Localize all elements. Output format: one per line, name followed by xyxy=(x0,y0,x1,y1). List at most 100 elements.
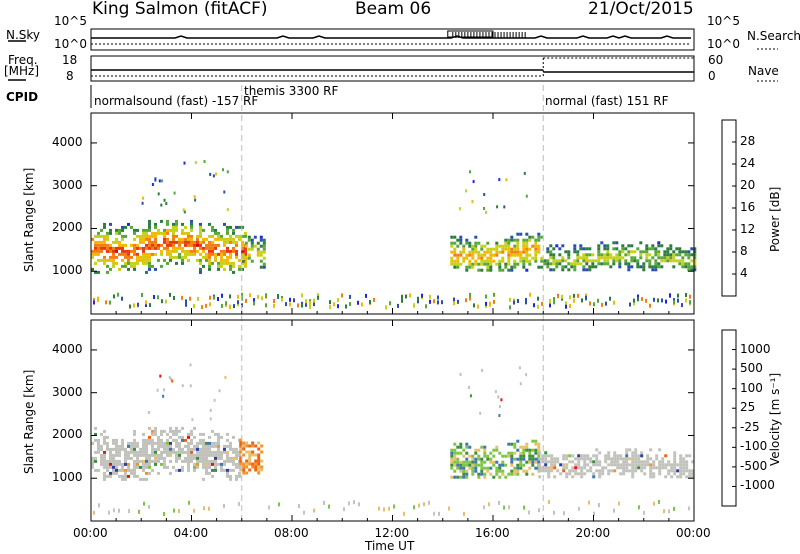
scatter-cell xyxy=(453,253,457,257)
scatter-cell xyxy=(127,456,130,460)
scatter-cell xyxy=(166,441,169,445)
scatter-cell xyxy=(471,256,475,260)
scatter-cell xyxy=(103,237,106,241)
scatter-cell xyxy=(510,265,514,269)
scatter-cell xyxy=(595,457,599,461)
scatter-cell xyxy=(232,468,235,472)
scatter-cell xyxy=(629,302,631,307)
cpid-segment-1: normalsound (fast) -157 RF xyxy=(94,94,259,108)
scatter-cell xyxy=(615,253,619,257)
scatter-cell xyxy=(133,246,136,250)
scatter-cell xyxy=(576,250,580,254)
scatter-cell xyxy=(103,456,106,460)
scatter-cell xyxy=(448,506,450,511)
scatter-cell xyxy=(565,475,569,479)
scatter-cell xyxy=(534,442,538,446)
scatter-cell xyxy=(504,244,508,248)
scatter-cell xyxy=(510,238,514,242)
scatter-cell xyxy=(112,447,115,451)
scatter-cell xyxy=(217,267,220,271)
scatter-cell xyxy=(571,469,575,473)
scatter-cell xyxy=(136,444,139,448)
scatter-cell xyxy=(610,469,614,473)
scatter-cell xyxy=(93,510,95,515)
scatter-cell xyxy=(223,190,226,194)
scatter-cell xyxy=(573,293,575,298)
scatter-cell xyxy=(486,457,490,461)
scatter-cell xyxy=(148,426,151,430)
scatter-region xyxy=(538,448,695,479)
scatter-cell xyxy=(232,456,235,460)
scatter-cell xyxy=(121,447,124,451)
scatter-cell xyxy=(486,250,490,254)
scatter-cell xyxy=(181,384,184,388)
scatter-cell xyxy=(154,447,157,451)
scatter-cell xyxy=(148,240,151,244)
scatter-cell xyxy=(684,265,688,269)
scatter-cell xyxy=(687,262,691,266)
scatter-cell xyxy=(613,460,617,464)
scatter-cell xyxy=(525,448,529,452)
scatter-cell xyxy=(592,475,596,479)
scatter-cell xyxy=(673,460,677,464)
scatter-cell xyxy=(570,262,574,266)
scatter-cell xyxy=(615,241,619,245)
scatter-cell xyxy=(205,456,208,460)
scatter-cell xyxy=(238,237,241,241)
scatter-cell xyxy=(525,442,529,446)
scatter-cell xyxy=(679,466,683,470)
scatter-cell xyxy=(555,259,559,263)
scatter-cell xyxy=(257,459,261,463)
scatter-cell xyxy=(211,450,214,454)
scatter-cell xyxy=(534,256,538,260)
scatter-cell xyxy=(187,432,190,436)
scatter-cell xyxy=(613,463,617,467)
scatter-cell xyxy=(172,234,175,238)
scatter-cell xyxy=(553,457,557,461)
scatter-cell xyxy=(474,235,478,239)
scatter-cell xyxy=(553,475,557,479)
scatter-cell xyxy=(97,249,100,253)
scatter-cell xyxy=(636,262,640,266)
scatter-cell xyxy=(262,262,266,266)
scatter-cell xyxy=(456,256,460,260)
scatter-cell xyxy=(474,457,478,461)
scatter-cell xyxy=(468,259,472,263)
scatter-cell xyxy=(642,262,646,266)
scatter-cell xyxy=(181,468,184,472)
scatter-cell xyxy=(118,243,121,247)
scatter-cell xyxy=(510,268,514,272)
scatter-cell xyxy=(178,456,181,460)
scatter-cell xyxy=(606,250,610,254)
scatter-cell xyxy=(121,249,124,253)
scatter-cell xyxy=(94,468,97,472)
scatter-cell xyxy=(226,468,229,472)
scatter-cell xyxy=(232,264,235,268)
scatter-cell xyxy=(561,265,565,269)
scatter-cell xyxy=(257,456,261,460)
scatter-cell xyxy=(462,466,466,470)
scatter-cell xyxy=(682,463,686,467)
scatter-cell xyxy=(497,395,500,399)
scatter-cell xyxy=(465,241,469,245)
scatter-cell xyxy=(480,262,484,266)
scatter-cell xyxy=(477,472,481,476)
scatter-cell xyxy=(247,253,251,257)
scatter-cell xyxy=(471,460,475,464)
scatter-cell xyxy=(259,253,263,257)
nsearch-label: N.Search xyxy=(747,29,800,43)
scatter-cell xyxy=(196,459,199,463)
scatter-cell xyxy=(136,441,139,445)
scatter-cell xyxy=(208,471,211,475)
scatter-cell xyxy=(217,237,220,241)
scatter-cell xyxy=(637,457,641,461)
scatter-cell xyxy=(498,265,502,269)
scatter-cell xyxy=(235,447,238,451)
scatter-cell xyxy=(621,247,625,251)
scatter-cell xyxy=(199,267,202,271)
scatter-cell xyxy=(202,465,205,469)
scatter-cell xyxy=(625,448,629,452)
scatter-cell xyxy=(172,246,175,250)
scatter-cell xyxy=(673,457,677,461)
scatter-cell xyxy=(139,450,142,454)
